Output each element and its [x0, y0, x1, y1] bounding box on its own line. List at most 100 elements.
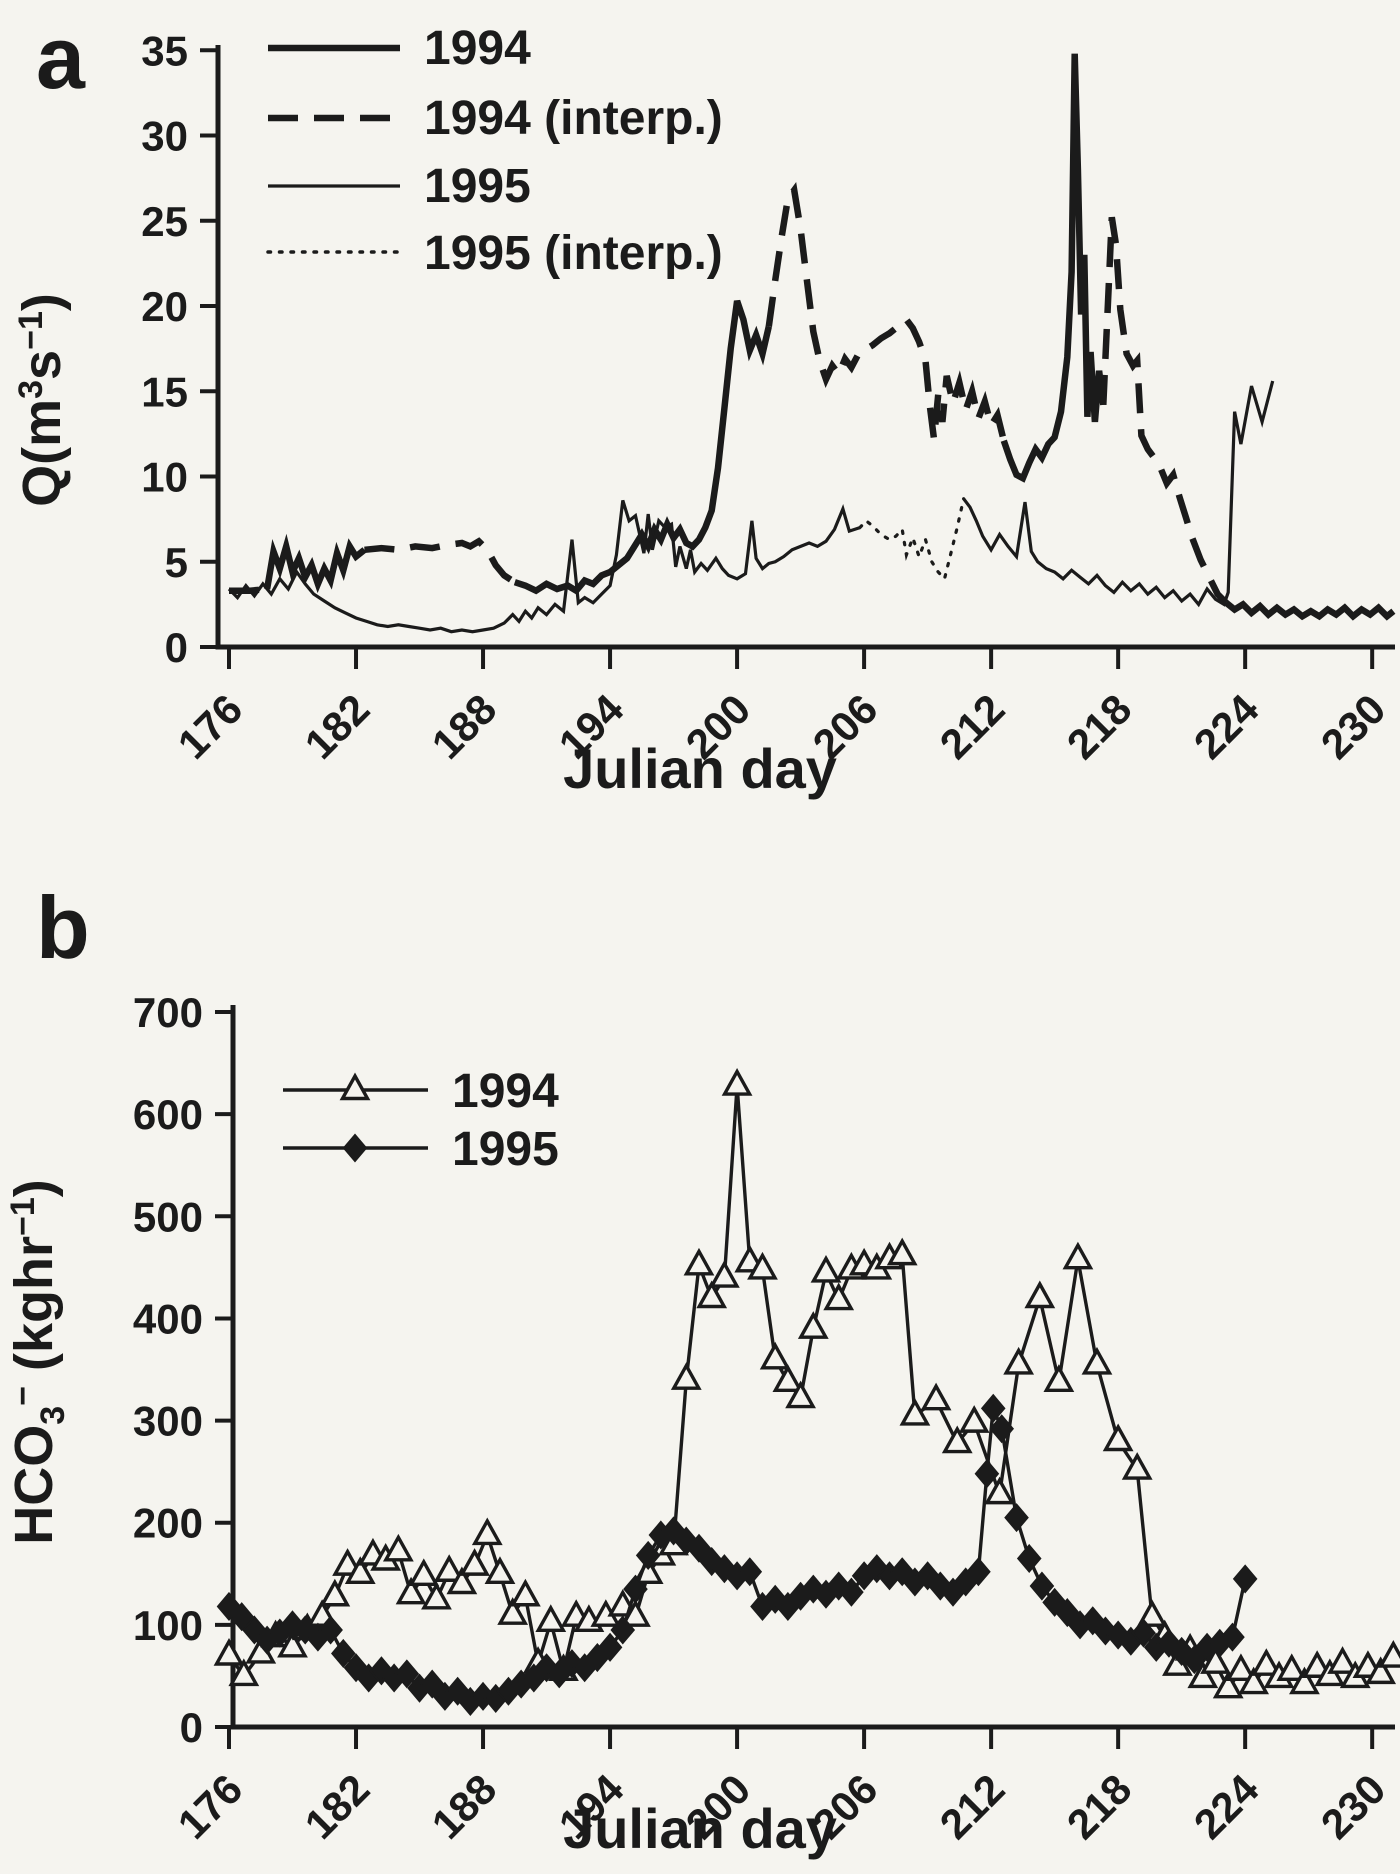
panel-b-1994-triangle-marker: [670, 1362, 702, 1390]
panel-b-1995-diamond-marker: [1016, 1543, 1042, 1574]
legend-b-1995-label: 1995: [452, 1123, 559, 1176]
panel-a-xaxis-title: Julian day: [563, 737, 837, 800]
panel-a-xtick-label: 176: [169, 685, 252, 768]
panel-b-1995-diamond-marker: [686, 1533, 712, 1563]
panel-b-1994-triangle-marker: [395, 1576, 427, 1605]
panel-a-series-1994-dashed: [364, 537, 517, 585]
panel-b-1994-triangle-marker: [721, 1068, 753, 1096]
panel-b-1994-triangle-marker: [1062, 1241, 1094, 1270]
panel-b-ytick-label: 200: [133, 1500, 203, 1547]
panel-a-xtick-label: 188: [423, 685, 506, 768]
panel-b-yaxis-title: HCO3− (kghr−1): [4, 1179, 72, 1545]
panel-b-1995-diamond-marker: [737, 1557, 763, 1587]
panel-b-1994-triangle-marker: [1102, 1423, 1134, 1452]
panel-b-1994-triangle-marker: [1121, 1452, 1153, 1480]
panel-b-1995-diamond-marker: [980, 1393, 1006, 1423]
panel-a-ytick-label: 25: [141, 198, 188, 245]
panel-a-series-1995-dotted: [858, 497, 966, 583]
panel-a-ytick-label: 20: [141, 283, 188, 330]
panel-b-1994-triangle-marker: [1238, 1666, 1270, 1695]
panel-b-1994-triangle-marker: [785, 1380, 816, 1409]
panel-b-1994-triangle-marker: [277, 1629, 308, 1658]
panel-b-1994-triangle-marker: [747, 1251, 778, 1280]
panel-b-1994-triangle-marker: [1003, 1346, 1035, 1375]
legend-b-1994-label: 1994: [452, 1065, 559, 1118]
panel-a-xtick-label: 182: [296, 685, 379, 768]
panel-b-1995-diamond-marker: [839, 1577, 864, 1607]
panel-b-xtick-label: 218: [1058, 1765, 1141, 1848]
panel-b-xtick-label: 224: [1185, 1765, 1268, 1848]
panel-a-xtick-label: 224: [1185, 685, 1268, 768]
panel-b-1994-triangle-marker: [797, 1311, 829, 1339]
panel-b-xtick-label: 212: [931, 1765, 1014, 1848]
panel-a-series-1994-dashed: [1100, 216, 1229, 605]
panel-b-1994-triangle-marker: [213, 1638, 245, 1666]
panel-b-1994-triangle-marker: [1327, 1646, 1358, 1674]
panel-b-1994-triangle-marker: [319, 1578, 351, 1607]
panel-b-1995-diamond-marker: [635, 1540, 661, 1570]
panel-b-1994-triangle-marker: [1043, 1364, 1075, 1392]
legend-b-diamond-filled-icon: [342, 1133, 368, 1163]
panel-b-1995-diamond-marker: [229, 1602, 255, 1632]
panel-b-ytick-label: 700: [133, 989, 203, 1036]
panel-b-1995-diamond-marker: [610, 1615, 636, 1645]
panel-a-ytick-label: 10: [141, 454, 188, 501]
panel-b-1994-triangle-marker: [696, 1280, 728, 1309]
panel-b-1994-triangle-marker: [1225, 1653, 1257, 1682]
panel-b-1994-triangle-marker: [886, 1237, 918, 1266]
panel-b-1994-triangle-marker: [941, 1425, 973, 1454]
panel-b-1994-triangle-marker: [1365, 1656, 1397, 1685]
panel-b-1995-diamond-marker: [1131, 1618, 1156, 1648]
panel-b-1994-triangle-marker: [1212, 1670, 1244, 1699]
panel-b-1994-triangle-marker: [708, 1260, 740, 1288]
panel-a-series-1994-solid: [1000, 53, 1107, 483]
panel-a-ytick-label: 30: [141, 113, 188, 160]
panel-a-series-1994-solid: [1224, 600, 1396, 621]
panel-b-1994-triangle-marker: [471, 1517, 503, 1546]
panel-b-1994-triangle-marker: [1024, 1280, 1056, 1309]
panel-b-1994-triangle-marker: [459, 1548, 490, 1576]
legend-a-1994-label: 1994: [424, 22, 531, 75]
panel-b-1995-diamond-marker: [318, 1615, 343, 1645]
panel-b-1995-diamond-marker: [623, 1574, 648, 1604]
panel-b-1995-diamond-marker: [1004, 1503, 1029, 1533]
panel-a-ytick-label: 15: [141, 368, 188, 415]
panel-a-ytick-label: 35: [141, 27, 188, 74]
panel-b-axes: [230, 1005, 1395, 1730]
panel-b-1994-triangle-marker: [497, 1597, 529, 1625]
panel-b-1994-triangle-marker: [421, 1581, 452, 1610]
panel-a-xtick-label: 212: [931, 685, 1014, 768]
panel-b-1994-triangle-marker: [772, 1364, 804, 1392]
panel-b-1994-triangle-marker: [1187, 1660, 1219, 1689]
panel-b-1994-triangle-marker: [823, 1282, 855, 1311]
panel-b-1995-diamond-marker: [1029, 1571, 1055, 1601]
panel-b-1995-diamond-marker: [1232, 1564, 1258, 1594]
panel-b-1994-triangle-marker: [920, 1382, 952, 1411]
panel-b-ytick-label: 400: [133, 1295, 203, 1342]
panel-b-xtick-label: 188: [423, 1765, 506, 1848]
legend-b-triangle-open-icon: [339, 1072, 371, 1101]
panel-b-1995-diamond-marker: [597, 1632, 623, 1662]
legend-a-1994-interp-label: 1994 (interp.): [424, 92, 723, 145]
panel-b-1994-triangle-marker: [899, 1397, 931, 1426]
panel-a-series-1994-solid: [513, 299, 772, 595]
panel-b-1994-triangle-marker: [408, 1558, 440, 1587]
panel-b-1994-triangle-marker: [484, 1556, 516, 1584]
panel-a-xtick-label: 230: [1312, 685, 1395, 768]
panel-b-1994-triangle-marker: [509, 1578, 541, 1607]
panel-b-ytick-label: 0: [180, 1704, 203, 1751]
panel-b-1994-triangle-marker: [1136, 1599, 1168, 1627]
panel-a-series-1994-solid: [263, 533, 367, 594]
panel-b-letter: b: [36, 878, 90, 977]
panel-b-1995-diamond-marker: [394, 1659, 420, 1689]
panel-b-1994-triangle-marker: [1081, 1346, 1113, 1375]
panel-b-1994-triangle-marker: [382, 1533, 414, 1562]
panel-b-1994-triangle-marker: [1377, 1640, 1400, 1668]
panel-a-series-1995-solid: [227, 499, 861, 634]
panel-a-ytick-label: 5: [165, 539, 188, 586]
panel-b-ytick-label: 300: [133, 1398, 203, 1445]
legend-a-1995-interp-label: 1995 (interp.): [424, 227, 723, 280]
panel-b-1994-triangle-marker: [1276, 1653, 1308, 1682]
